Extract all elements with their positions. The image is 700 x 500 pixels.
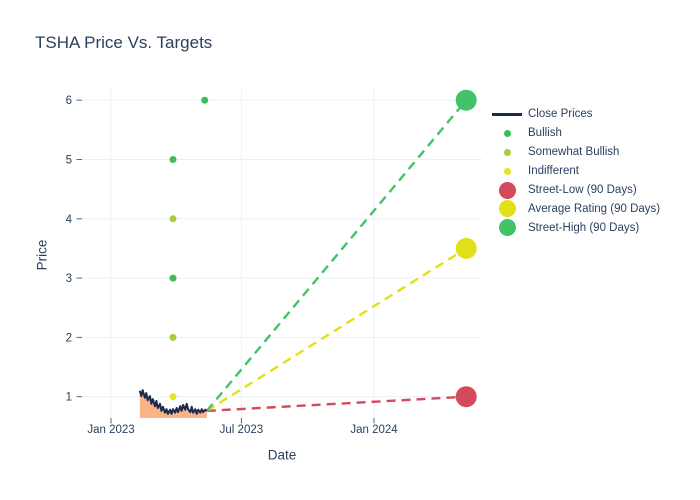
dot-marker-icon xyxy=(491,148,523,156)
y-tick-label: 4 xyxy=(66,214,73,226)
rating-dot xyxy=(169,215,177,223)
legend-label: Indifferent xyxy=(528,165,579,178)
target-trend-line xyxy=(206,395,467,413)
x-tick-label: Jan 2024 xyxy=(350,424,398,436)
y-tick-label: 3 xyxy=(66,273,72,285)
dot-marker-icon xyxy=(491,129,523,137)
target-dot xyxy=(455,386,477,408)
legend-item-somewhat-bullish[interactable]: Somewhat Bullish xyxy=(491,143,660,162)
legend-item-close-prices[interactable]: Close Prices xyxy=(491,105,660,124)
rating-dot xyxy=(169,156,177,163)
y-tick-label: 1 xyxy=(66,392,72,404)
legend-item-street-low-90-days[interactable]: Street-Low (90 Days) xyxy=(491,181,660,200)
close-prices-line xyxy=(138,389,208,415)
legend-label: Close Prices xyxy=(528,108,593,121)
y-tick-label: 5 xyxy=(66,155,72,167)
x-tick-label: Jul 2023 xyxy=(220,424,263,436)
line-sample-icon xyxy=(491,113,523,116)
legend-item-street-high-90-days[interactable]: Street-High (90 Days) xyxy=(491,218,660,237)
x-axis-title: Date xyxy=(267,447,297,463)
legend-label: Somewhat Bullish xyxy=(528,146,620,159)
rating-dot xyxy=(169,333,177,341)
y-tick-label: 6 xyxy=(66,95,72,107)
y-axis-title: Price xyxy=(34,239,50,271)
dot-marker-icon xyxy=(491,219,523,237)
y-tick-label: 2 xyxy=(66,332,72,344)
chart-title: TSHA Price Vs. Targets xyxy=(35,33,213,52)
rating-dot xyxy=(201,96,209,104)
legend-item-indifferent[interactable]: Indifferent xyxy=(491,162,660,181)
legend-label: Average Rating (90 Days) xyxy=(528,202,661,215)
legend-item-bullish[interactable]: Bullish xyxy=(491,124,660,143)
target-trend-line xyxy=(205,99,468,412)
rating-dot xyxy=(169,393,177,401)
legend-label: Bullish xyxy=(528,127,562,140)
legend-item-average-rating-90-days[interactable]: Average Rating (90 Days) xyxy=(491,199,660,218)
legend-label: Street-High (90 Days) xyxy=(528,221,640,234)
close-prices-fill xyxy=(139,390,207,418)
target-dot xyxy=(455,237,477,259)
target-dot xyxy=(455,89,477,111)
x-tick-label: Jan 2023 xyxy=(87,424,134,436)
target-trend-line xyxy=(206,247,467,412)
legend-label: Street-Low (90 Days) xyxy=(528,184,637,196)
dot-marker-icon xyxy=(491,167,523,175)
dot-marker-icon xyxy=(491,200,523,218)
rating-dot xyxy=(169,274,177,282)
dot-marker-icon xyxy=(491,181,523,199)
legend: Close Prices Bullish Somewhat Bullish Indif… xyxy=(491,105,660,237)
